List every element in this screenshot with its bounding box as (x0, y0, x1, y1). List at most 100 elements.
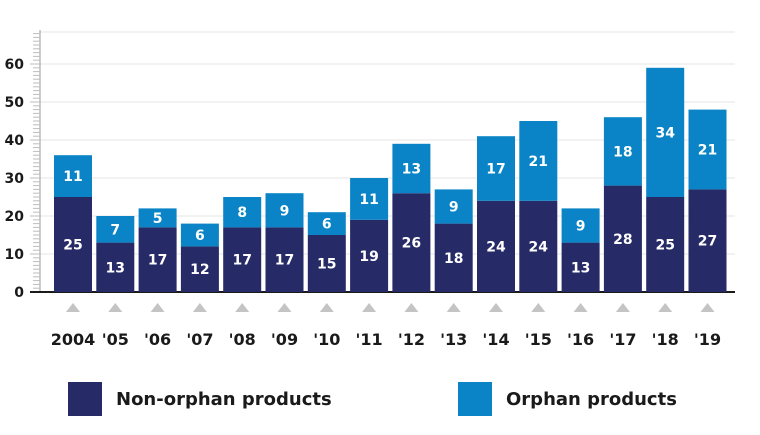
legend-label-non-orphan: Non-orphan products (116, 388, 332, 410)
triangle-marker (150, 303, 165, 312)
value-label-orphan: 6 (322, 217, 332, 233)
x-tick-label: '12 (398, 330, 425, 349)
bar-non-orphan (138, 227, 177, 292)
triangle-marker (277, 303, 292, 312)
bar-non-orphan (434, 223, 473, 292)
bar-non-orphan (561, 242, 600, 292)
value-label-non-orphan: 17 (275, 253, 294, 269)
value-label-orphan: 7 (110, 222, 120, 238)
x-tick-label: '17 (609, 330, 636, 349)
x-tick-label: '11 (356, 330, 383, 349)
value-label-non-orphan: 24 (529, 239, 549, 255)
bar-orphan (519, 121, 558, 201)
triangle-marker (108, 303, 123, 312)
bars: 25 11 13 7 17 5 12 6 17 8 17 9 15 6 19 11 26 13 18 9 24 17 24 2… (54, 67, 727, 292)
value-label-non-orphan: 15 (317, 257, 336, 273)
bar-orphan (688, 109, 727, 190)
x-tick-label: '19 (694, 330, 721, 349)
value-label-non-orphan: 19 (359, 249, 378, 265)
value-label-orphan: 9 (280, 203, 290, 219)
value-label-orphan: 9 (576, 219, 586, 235)
value-label-orphan: 8 (237, 205, 247, 221)
y-tick-label: 60 (5, 57, 25, 73)
triangle-marker (531, 303, 546, 312)
bar-orphan (307, 212, 346, 235)
x-tick-label: '06 (144, 330, 171, 349)
bar-orphan (180, 223, 219, 247)
bar-non-orphan (477, 200, 515, 292)
triangle-marker (700, 303, 715, 312)
triangle-marker (404, 303, 419, 312)
triangle-marker (489, 303, 503, 312)
y-tick-label: 40 (5, 133, 25, 149)
triangle-marker (192, 303, 207, 312)
bar-orphan (646, 67, 685, 197)
legend-swatch-orphan (458, 382, 492, 416)
value-label-orphan: 6 (195, 228, 205, 244)
triangle-marker (573, 303, 588, 312)
x-tick-label: '14 (482, 330, 509, 349)
bar-non-orphan (265, 227, 304, 292)
x-tick-label: '10 (313, 330, 340, 349)
bar-orphan (223, 197, 262, 228)
bar-orphan (392, 143, 431, 194)
bar-non-orphan (603, 185, 642, 292)
x-tick-label: 2004 (51, 330, 96, 349)
value-label-orphan: 9 (449, 200, 459, 216)
y-tick-label: 10 (5, 247, 25, 263)
value-label-orphan: 13 (402, 162, 421, 178)
x-tick-label: '09 (271, 330, 298, 349)
value-label-orphan: 21 (529, 154, 548, 170)
value-label-orphan: 5 (153, 211, 163, 227)
x-tick-label: '13 (440, 330, 467, 349)
bar-orphan (265, 193, 304, 228)
bar-orphan (603, 117, 642, 186)
bar-orphan (350, 178, 389, 220)
bar-non-orphan (688, 189, 727, 292)
value-label-orphan: 17 (486, 162, 505, 178)
value-label-orphan: 11 (359, 192, 378, 208)
value-label-non-orphan: 25 (655, 238, 674, 254)
legend-label-orphan: Orphan products (506, 388, 677, 410)
bar-non-orphan (54, 197, 92, 292)
value-label-non-orphan: 13 (571, 260, 590, 276)
legend-swatch-non-orphan (68, 382, 102, 416)
triangle-marker (615, 303, 630, 312)
triangle-marker (319, 303, 334, 312)
x-tick-label: '05 (102, 330, 129, 349)
value-label-non-orphan: 12 (190, 262, 209, 278)
bar-non-orphan (519, 200, 558, 292)
bar-orphan (138, 208, 177, 228)
value-label-non-orphan: 17 (148, 253, 167, 269)
x-tick-label: '08 (229, 330, 256, 349)
y-tick-label: 20 (5, 209, 25, 225)
triangle-marker (362, 303, 377, 312)
value-label-orphan: 34 (655, 125, 675, 141)
bar-orphan (54, 155, 92, 197)
bar-orphan (96, 216, 135, 243)
value-label-non-orphan: 28 (613, 232, 632, 248)
x-tick-label: '16 (567, 330, 594, 349)
value-label-non-orphan: 17 (232, 253, 251, 269)
bar-non-orphan (180, 246, 219, 292)
x-axis: 2004 '05 '06 '07 '08 '09 '10 '11 '12 '13 '14 '15 '16… (51, 303, 721, 349)
bar-non-orphan (646, 197, 685, 292)
triangle-marker (235, 303, 250, 312)
triangle-marker (66, 303, 80, 312)
value-label-orphan: 18 (613, 144, 632, 160)
value-label-non-orphan: 24 (486, 239, 506, 255)
y-tick-label: 50 (5, 95, 25, 111)
x-tick-label: '18 (652, 330, 679, 349)
value-label-orphan: 21 (698, 143, 717, 159)
value-label-non-orphan: 13 (106, 260, 125, 276)
bar-orphan (477, 136, 515, 201)
triangle-marker (446, 303, 461, 312)
bar-orphan (561, 208, 600, 243)
value-label-orphan: 11 (63, 169, 82, 185)
value-label-non-orphan: 26 (402, 236, 421, 252)
y-tick-label: 0 (14, 285, 24, 301)
y-tick-label: 30 (5, 171, 25, 187)
value-label-non-orphan: 27 (698, 234, 717, 250)
legend-item-orphan: Orphan products (458, 381, 677, 417)
stacked-bar-chart: 0 10 20 30 40 50 60 25 11 13 7 17 5 12 6 17 8 17 9 15 6 19 11… (5, 30, 735, 349)
